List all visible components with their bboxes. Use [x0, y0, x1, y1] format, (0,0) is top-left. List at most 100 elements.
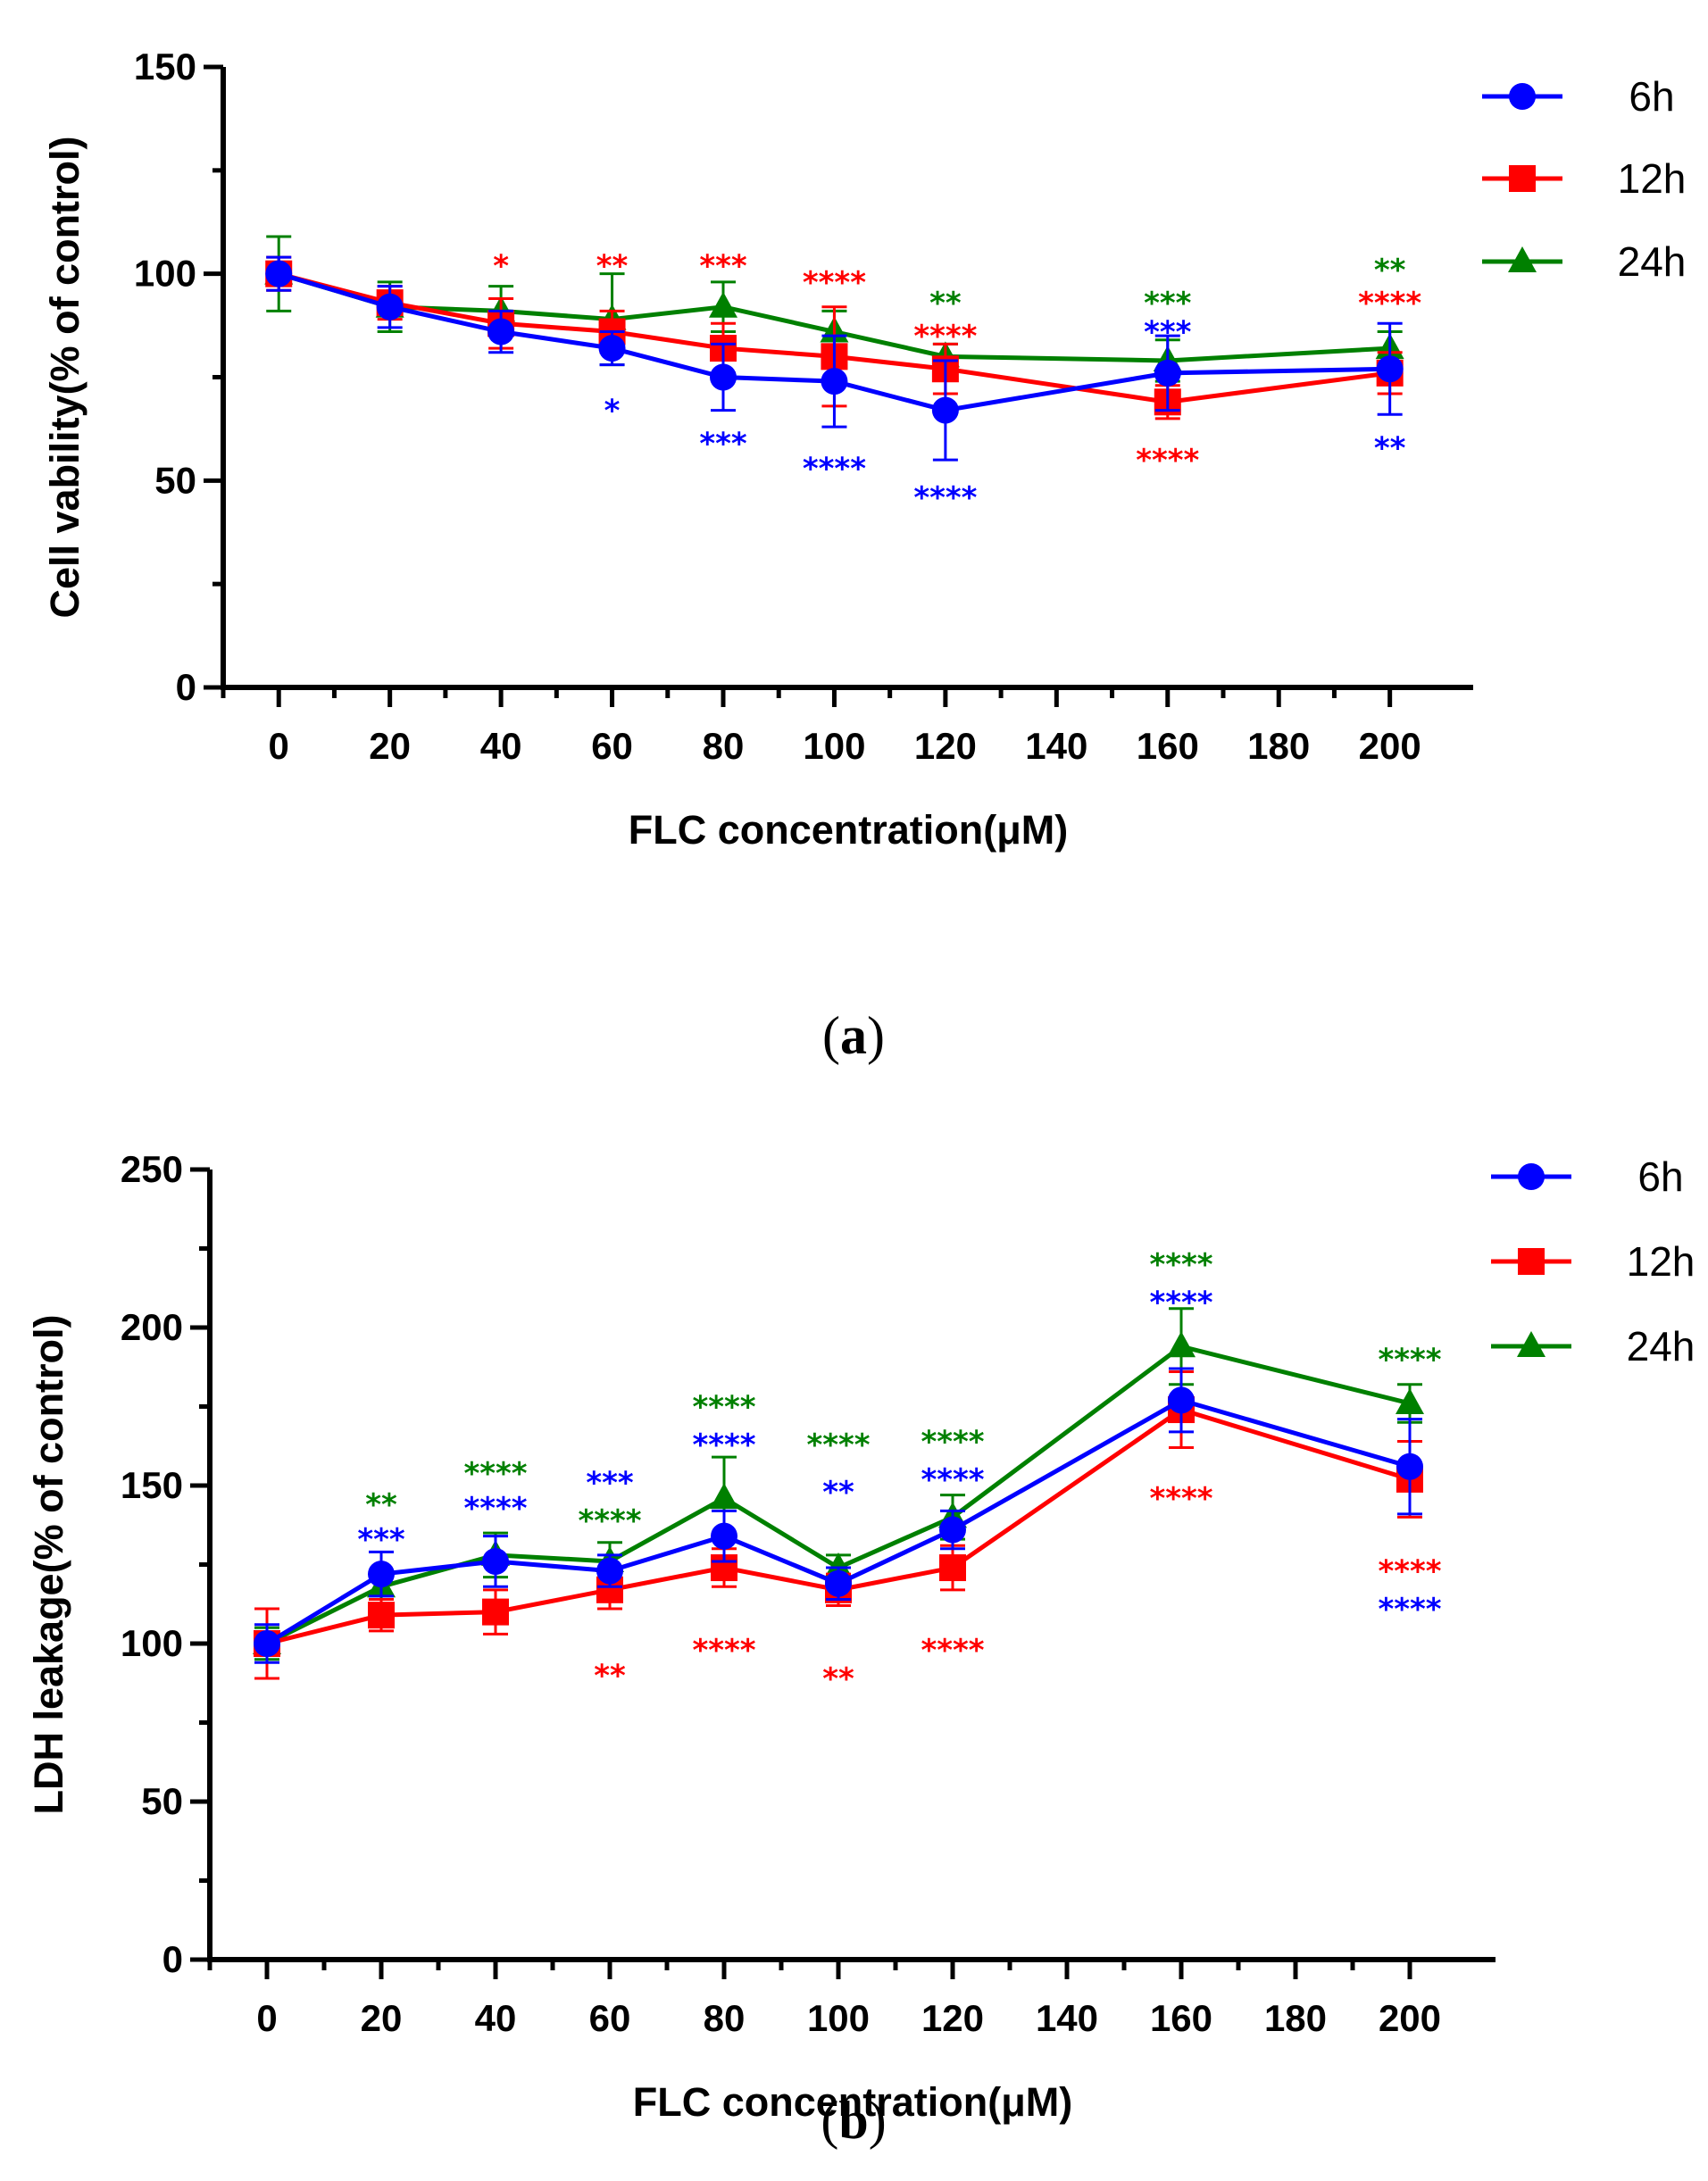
x-tick-label: 0	[256, 1997, 277, 2039]
significance-label: ****	[921, 1633, 984, 1669]
y-tick-label: 150	[134, 46, 196, 87]
significance-label: ****	[463, 1456, 527, 1492]
data-point	[931, 396, 959, 424]
x-tick-label: 180	[1247, 725, 1310, 767]
significance-label: ****	[806, 1428, 870, 1463]
legend-marker-6h	[1518, 1163, 1545, 1190]
y-axis-label: LDH leakage(% of control)	[26, 1314, 71, 1814]
significance-label: **	[1374, 430, 1406, 466]
series-6h	[265, 255, 1404, 462]
x-tick-label: 160	[1150, 1997, 1212, 2039]
y-tick-label: 150	[121, 1464, 183, 1506]
x-tick-label: 80	[704, 1997, 746, 2039]
significance-label: ****	[692, 1633, 755, 1669]
y-tick-label: 100	[134, 253, 196, 295]
x-tick-label: 80	[703, 725, 745, 767]
legend-marker-6h	[1509, 83, 1536, 110]
x-tick-label: 20	[369, 725, 411, 767]
legend-marker-12h	[1509, 165, 1536, 192]
x-tick-label: 100	[807, 1997, 870, 2039]
significance-label: ***	[1144, 286, 1192, 321]
significance-label: ***	[1144, 315, 1192, 351]
legend-label-24h: 24h	[1627, 1323, 1696, 1369]
data-point	[596, 1557, 623, 1585]
data-point	[482, 1547, 509, 1575]
significance-label: **	[365, 1487, 397, 1523]
data-point	[487, 318, 515, 345]
legend-label-6h: 6h	[1629, 73, 1674, 120]
significance-label: ***	[699, 427, 747, 462]
data-point	[710, 363, 737, 391]
significance-label: ****	[1358, 286, 1421, 321]
legend-marker-24h	[1517, 1331, 1546, 1357]
significance-label: ****	[1378, 1592, 1441, 1627]
chart-cell-viability: 0 50 100 150 0 20 40 60 80 100 120 140 160 180 200 FLC …	[42, 46, 1686, 1065]
data-point	[709, 291, 737, 318]
significance-label: *	[604, 394, 621, 429]
series-6h	[254, 1367, 1423, 1664]
significance-label: ****	[692, 1428, 755, 1463]
x-axis-label: FLC concentration(μM)	[633, 2079, 1073, 2125]
x-tick-label: 140	[1025, 725, 1087, 767]
significance-label: ****	[1378, 1554, 1441, 1590]
significance-label: ****	[921, 1424, 984, 1460]
data-point	[1167, 1331, 1196, 1358]
y-tick-label: 200	[121, 1306, 183, 1348]
y-tick-label: 250	[121, 1148, 183, 1190]
x-tick-label: 120	[914, 725, 977, 767]
y-tick-label: 50	[154, 459, 196, 501]
data-point	[939, 1554, 966, 1582]
data-point	[939, 1516, 966, 1544]
x-tick-label: 200	[1379, 1997, 1441, 2039]
significance-label: ****	[692, 1390, 755, 1426]
x-tick-label: 60	[589, 1997, 631, 2039]
significance-label: ***	[586, 1465, 634, 1501]
x-tick-label: 120	[921, 1997, 984, 2039]
significance-label: ****	[1149, 1247, 1212, 1283]
significance-label: **	[822, 1661, 854, 1697]
significance-label: **	[1374, 253, 1406, 288]
chart-ldh-leakage: 0 50 100 150 200 250 0 20 40 60 80 100 120 140 160 180 2…	[26, 1148, 1695, 2150]
x-tick-label: 160	[1137, 725, 1199, 767]
legend-label-6h: 6h	[1637, 1153, 1683, 1200]
y-tick-label: 0	[162, 1938, 183, 1980]
legend-marker-24h	[1508, 246, 1537, 272]
significance-label: **	[594, 1658, 626, 1694]
x-tick-label: 60	[591, 725, 633, 767]
y-tick-label: 100	[121, 1622, 183, 1664]
significance-label: ****	[1378, 1342, 1441, 1378]
y-tick-label: 0	[176, 666, 196, 708]
significance-label: ****	[913, 319, 977, 354]
significance-label: ****	[913, 480, 977, 516]
x-tick-label: 100	[803, 725, 865, 767]
data-point	[368, 1602, 395, 1629]
data-point	[482, 1598, 509, 1626]
legend-label-12h: 12h	[1627, 1238, 1696, 1285]
x-tick-label: 180	[1264, 1997, 1327, 2039]
significance-label: ****	[1136, 443, 1199, 479]
data-point	[368, 1561, 395, 1588]
data-point	[376, 293, 404, 320]
legend-marker-12h	[1518, 1248, 1545, 1275]
legend-label-24h: 24h	[1618, 238, 1687, 285]
significance-label: ****	[463, 1491, 527, 1527]
significance-label: *	[493, 248, 509, 284]
significance-label: ****	[803, 451, 866, 487]
data-point	[1168, 1386, 1195, 1414]
significance-label: ****	[578, 1503, 641, 1539]
significance-label: ****	[1149, 1481, 1212, 1517]
data-point	[821, 368, 848, 395]
data-point	[710, 1483, 738, 1510]
x-tick-label: 20	[361, 1997, 403, 2039]
significance-label: ***	[357, 1522, 405, 1558]
data-point	[711, 1522, 737, 1550]
data-point	[1396, 1387, 1424, 1414]
y-axis-label: Cell vability(% of control)	[42, 136, 87, 618]
data-point	[598, 335, 626, 362]
x-tick-label: 200	[1359, 725, 1421, 767]
panel-label: (b)	[821, 2091, 886, 2150]
significance-label: **	[822, 1475, 854, 1511]
x-tick-label: 140	[1036, 1997, 1098, 2039]
data-point	[825, 1569, 852, 1597]
